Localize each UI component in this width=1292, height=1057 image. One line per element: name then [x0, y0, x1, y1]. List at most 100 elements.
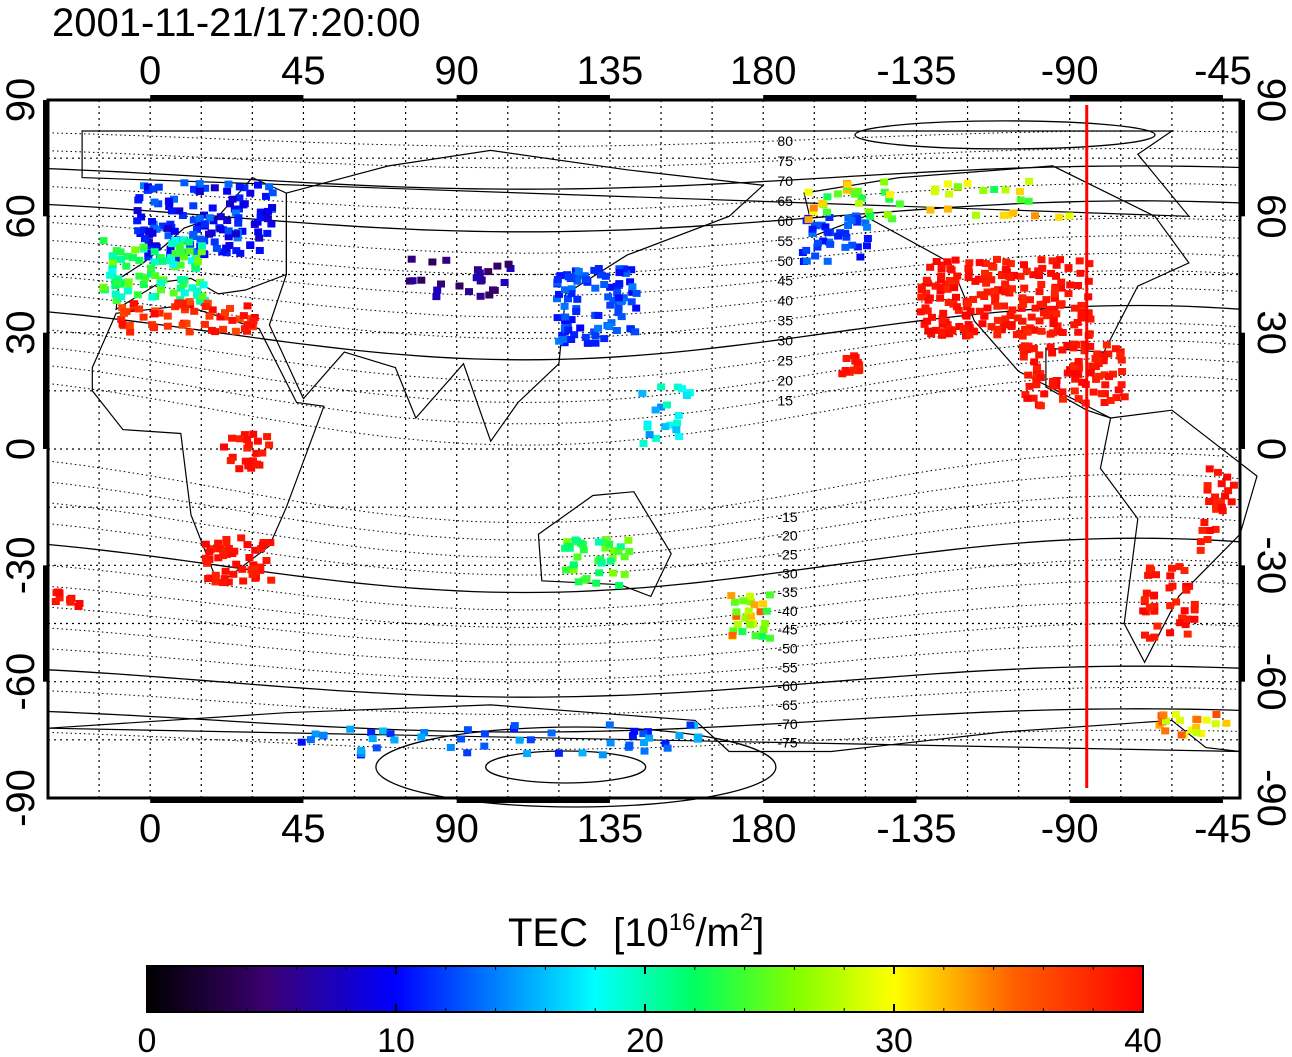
bottom-lon-tick: 180 [730, 807, 797, 851]
tec-point [615, 265, 624, 273]
tec-point [804, 216, 813, 224]
frame-bar-right [1239, 100, 1245, 217]
tec-point [1104, 350, 1113, 358]
maglat-label: 45 [777, 273, 793, 289]
top-lon-tick: 135 [577, 49, 644, 93]
tec-point [1025, 177, 1034, 185]
tec-point [133, 291, 142, 299]
tec-point [627, 298, 636, 306]
tec-point [1010, 271, 1018, 279]
tec-point [993, 302, 1002, 310]
bottom-lon-tick: 45 [281, 807, 326, 851]
tec-point [578, 749, 587, 757]
tec-point [405, 277, 414, 285]
tec-point [886, 191, 894, 199]
tec-point [1166, 572, 1175, 580]
tec-point [600, 335, 609, 343]
tec-point [175, 241, 184, 249]
tec-point [1165, 584, 1174, 592]
tec-point [1074, 358, 1083, 365]
tec-point [252, 449, 261, 457]
tec-point [1020, 284, 1029, 292]
tec-point [135, 194, 144, 202]
tec-point [204, 575, 213, 582]
tec-point [196, 297, 205, 305]
tec-point [1177, 731, 1186, 739]
tec-point [190, 307, 199, 315]
tec-point [645, 431, 654, 439]
tec-point [1212, 505, 1221, 513]
tec-point [574, 578, 583, 586]
tec-point [109, 252, 118, 260]
tec-point [221, 567, 230, 575]
tec-point [1036, 300, 1045, 308]
maglat-label: -25 [777, 546, 797, 562]
tec-point [1018, 344, 1027, 352]
tec-point [239, 201, 248, 209]
frame-bar-bottom [1069, 797, 1223, 803]
tec-point [639, 730, 648, 738]
tec-point [1078, 378, 1087, 386]
tec-point [999, 211, 1008, 219]
frame-bar-top [763, 95, 917, 101]
tec-point [657, 403, 666, 411]
tec-point [235, 205, 243, 213]
tec-point [746, 612, 755, 620]
tec-point [219, 579, 228, 587]
maglat-label: -50 [777, 641, 797, 657]
tec-point [850, 366, 858, 374]
tec-point [117, 315, 126, 323]
tec-point [201, 303, 210, 310]
tec-point [573, 272, 582, 280]
tec-point [122, 308, 131, 316]
tec-point [144, 242, 153, 250]
tec-point [818, 199, 827, 207]
tec-point [1065, 212, 1074, 220]
tec-point [1052, 310, 1061, 318]
tec-point [1001, 265, 1010, 273]
tec-point [1063, 341, 1072, 349]
tec-point [216, 313, 225, 321]
maglat-label: 80 [777, 133, 793, 149]
frame-bar-left [43, 565, 49, 682]
tec-point [140, 235, 149, 243]
tec-point [319, 731, 328, 739]
top-lon-tick: -45 [1194, 49, 1252, 93]
tec-point [1153, 622, 1162, 630]
tec-point [978, 320, 987, 328]
tec-point [1055, 213, 1064, 221]
colorbar-unit-exp2: 2 [740, 909, 753, 936]
tec-point [1035, 288, 1044, 296]
tec-point [1192, 728, 1201, 736]
tec-point [506, 265, 515, 272]
tec-point [761, 620, 770, 627]
tec-point [948, 327, 957, 335]
tec-point [998, 272, 1006, 280]
tec-point [951, 256, 960, 264]
tec-point [1050, 294, 1059, 302]
left-lat-tick: -90 [0, 769, 43, 827]
tec-point [627, 266, 636, 274]
colorbar-title: TEC [1016/m2] [508, 909, 764, 955]
tec-point [128, 254, 137, 262]
tec-point [390, 736, 399, 744]
tec-point [614, 547, 623, 555]
tec-point [1040, 309, 1048, 317]
tec-point [194, 258, 203, 266]
tec-point [600, 281, 609, 288]
maglat-contour [47, 130, 1241, 147]
tec-point [970, 328, 979, 336]
tec-point [1077, 301, 1086, 309]
tec-point [573, 553, 582, 561]
maglat-contour [47, 729, 1241, 750]
tec-point [555, 290, 563, 298]
tec-point [463, 726, 472, 734]
tec-point [1071, 369, 1080, 377]
tec-point [762, 607, 771, 615]
tec-point [1070, 387, 1079, 395]
tec-point [863, 242, 871, 250]
north-magpole-ring [854, 120, 1156, 150]
tec-point [643, 728, 652, 736]
tec-point [1008, 285, 1016, 293]
tec-point [652, 434, 661, 442]
